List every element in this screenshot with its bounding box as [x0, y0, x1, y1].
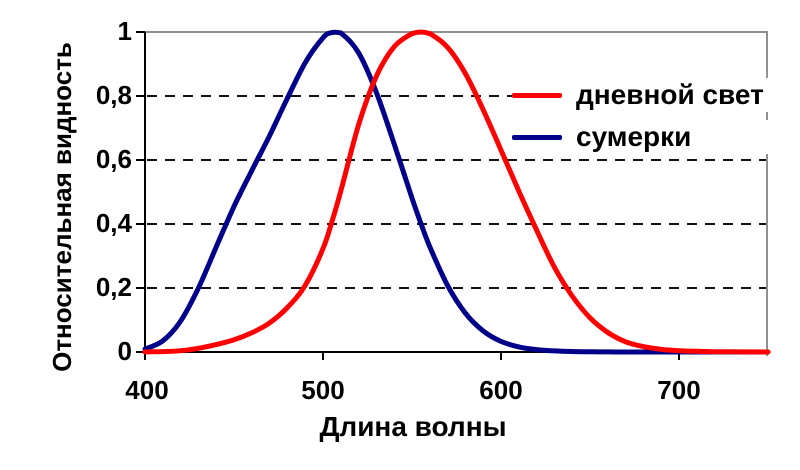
legend-item-daylight: дневной свет — [512, 78, 770, 112]
curve-daylight — [142, 29, 771, 355]
y-tick-0-8: 0,8 — [95, 79, 132, 110]
curves — [142, 29, 771, 355]
legend-label-twilight: сумерки — [576, 121, 692, 152]
curve-twilight — [142, 29, 771, 355]
legend: дневной свет сумерки — [512, 78, 770, 154]
x-axis-title: Длина волны — [319, 411, 507, 442]
y-tick-0-6: 0,6 — [95, 143, 132, 174]
y-tick-0: 0 — [117, 335, 132, 366]
y-tick-1: 1 — [117, 15, 132, 46]
x-tick-700: 700 — [657, 375, 701, 405]
x-tick-400: 400 — [125, 375, 169, 405]
y-tick-0-2: 0,2 — [95, 271, 132, 302]
legend-item-twilight: сумерки — [512, 120, 770, 154]
y-axis-title: Относительная видность — [47, 42, 77, 372]
gridlines — [147, 95, 767, 289]
twilight-line-swatch — [512, 134, 562, 140]
x-tick-500: 500 — [301, 375, 345, 405]
daylight-line-swatch — [512, 92, 562, 98]
y-tick-0-4: 0,4 — [95, 207, 132, 238]
x-tick-600: 600 — [479, 375, 523, 405]
legend-label-daylight: дневной свет — [576, 79, 764, 110]
